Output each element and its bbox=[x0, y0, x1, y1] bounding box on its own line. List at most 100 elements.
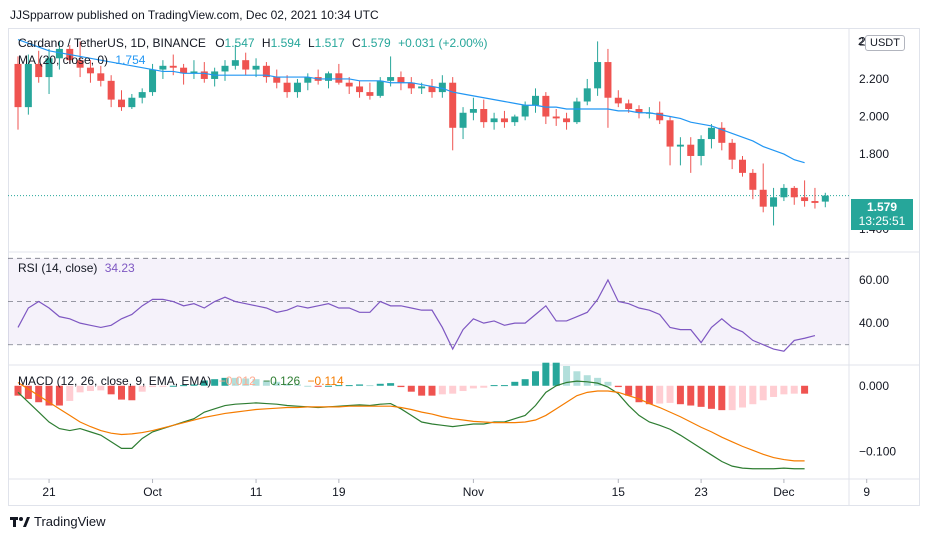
candle-body bbox=[728, 142, 736, 160]
x-axis-label: Nov bbox=[463, 485, 484, 499]
macd-histogram-bar bbox=[149, 385, 157, 388]
macd-histogram-bar bbox=[707, 385, 715, 409]
candle-body bbox=[718, 127, 726, 143]
candle-body bbox=[407, 82, 415, 89]
ma20-line bbox=[17, 38, 805, 164]
macd-histogram-bar bbox=[159, 385, 167, 387]
candle-body bbox=[14, 63, 22, 108]
macd-histogram-bar bbox=[739, 385, 746, 408]
candle-body bbox=[780, 187, 788, 198]
candle-body bbox=[190, 71, 198, 74]
macd-histogram-bar bbox=[521, 379, 529, 386]
candle-body bbox=[739, 159, 746, 173]
candle-body bbox=[169, 65, 177, 68]
macd-histogram-bar bbox=[563, 366, 571, 386]
macd-histogram-bar bbox=[325, 385, 332, 387]
macd-histogram-bar bbox=[604, 381, 612, 386]
macd-histogram-bar bbox=[45, 385, 53, 406]
candle-body bbox=[594, 62, 602, 89]
x-axis-label: 15 bbox=[612, 485, 626, 499]
macd-histogram-bar bbox=[511, 381, 519, 386]
candle-body bbox=[418, 86, 426, 89]
candle-body bbox=[438, 82, 446, 93]
macd-histogram-bar bbox=[387, 383, 395, 386]
macd-histogram-bar bbox=[231, 377, 239, 386]
close-value: 1.579 bbox=[360, 36, 391, 50]
low-label: L bbox=[307, 36, 315, 50]
candle-body bbox=[749, 172, 757, 190]
candle-body bbox=[583, 88, 591, 102]
candle-body bbox=[811, 201, 819, 203]
macd-label: MACD (12, 26, close, 9, EMA, EMA) bbox=[18, 374, 212, 388]
change-value: +0.031 (+2.00%) bbox=[398, 36, 488, 50]
macd-histogram-bar bbox=[55, 385, 63, 406]
footer-brand-label: TradingView bbox=[34, 514, 106, 529]
rsi-y-tick: 60.00 bbox=[859, 273, 889, 287]
macd-histogram-bar bbox=[335, 385, 343, 387]
candle-body bbox=[666, 120, 674, 147]
macd-histogram-bar bbox=[552, 362, 560, 386]
macd-histogram-bar bbox=[283, 383, 291, 386]
macd-histogram-bar bbox=[118, 385, 125, 400]
macd-histogram-bar bbox=[635, 385, 643, 403]
candle-body bbox=[304, 77, 312, 83]
candle-body bbox=[180, 67, 188, 74]
macd-histogram-bar bbox=[449, 385, 457, 394]
macd-histogram-bar bbox=[35, 385, 43, 403]
rsi-label: RSI (14, close) bbox=[18, 261, 98, 275]
candle-body bbox=[35, 63, 43, 78]
candle-body bbox=[376, 80, 384, 96]
candle-body bbox=[97, 73, 105, 81]
macd-histogram-bar bbox=[542, 362, 550, 386]
macd-line bbox=[17, 380, 805, 470]
macd-histogram-bar bbox=[293, 384, 301, 386]
macd-histogram-bar bbox=[749, 385, 757, 405]
price-y-tick: 2.200 bbox=[859, 72, 889, 86]
macd-histogram-bar bbox=[676, 385, 684, 405]
last-price-value: 1.579 bbox=[866, 200, 898, 214]
macd-signal-value: −0.114 bbox=[307, 374, 344, 388]
macd-hist-value: −0.012 bbox=[218, 374, 256, 388]
macd-histogram-bar bbox=[780, 385, 788, 395]
macd-histogram-bar bbox=[407, 385, 415, 392]
macd-histogram-bar bbox=[221, 377, 229, 386]
currency-button[interactable]: USDT bbox=[865, 35, 905, 51]
candle-body bbox=[262, 65, 270, 78]
macd-histogram-bar bbox=[14, 385, 22, 396]
macd-histogram-bar bbox=[376, 383, 384, 386]
tradingview-logo-icon bbox=[10, 516, 30, 527]
candle-body bbox=[563, 118, 571, 123]
candle-body bbox=[221, 65, 229, 72]
candle-body bbox=[604, 62, 612, 98]
macd-histogram-bar bbox=[242, 378, 250, 386]
main-legend: Cardano / TetherUS, 1D, BINANCE O1.547 H… bbox=[18, 36, 487, 50]
macd-histogram-bar bbox=[687, 385, 695, 406]
high-value: 1.594 bbox=[270, 36, 301, 50]
macd-histogram-bar bbox=[180, 385, 188, 387]
macd-histogram-bar bbox=[76, 385, 84, 393]
macd-histogram-bar bbox=[490, 385, 498, 387]
candle-body bbox=[801, 197, 809, 202]
x-axis-label: Oct bbox=[143, 485, 162, 499]
macd-histogram-bar bbox=[138, 385, 146, 392]
macd-histogram-bar bbox=[614, 385, 622, 388]
ma-value: 1.754 bbox=[115, 53, 146, 67]
ma-label: MA (20, close, 0) bbox=[18, 53, 109, 67]
macd-histogram-bar bbox=[666, 385, 674, 403]
x-axis-label: 23 bbox=[694, 485, 708, 499]
footer-brand[interactable]: TradingView bbox=[10, 514, 106, 529]
macd-histogram-bar bbox=[97, 385, 105, 391]
candle-body bbox=[55, 48, 63, 59]
candle-body bbox=[325, 73, 332, 81]
low-value: 1.517 bbox=[314, 36, 345, 50]
macd-histogram-bar bbox=[469, 385, 477, 389]
macd-histogram-bar bbox=[718, 385, 726, 411]
symbol-label: Cardano / TetherUS, 1D, BINANCE bbox=[18, 36, 206, 50]
candle-body bbox=[459, 112, 467, 128]
close-label: C bbox=[352, 36, 361, 50]
macd-histogram-bar bbox=[252, 379, 260, 386]
candle-body bbox=[707, 127, 715, 140]
y-tick-partial: 2 bbox=[858, 36, 865, 48]
macd-histogram-bar bbox=[770, 385, 778, 397]
